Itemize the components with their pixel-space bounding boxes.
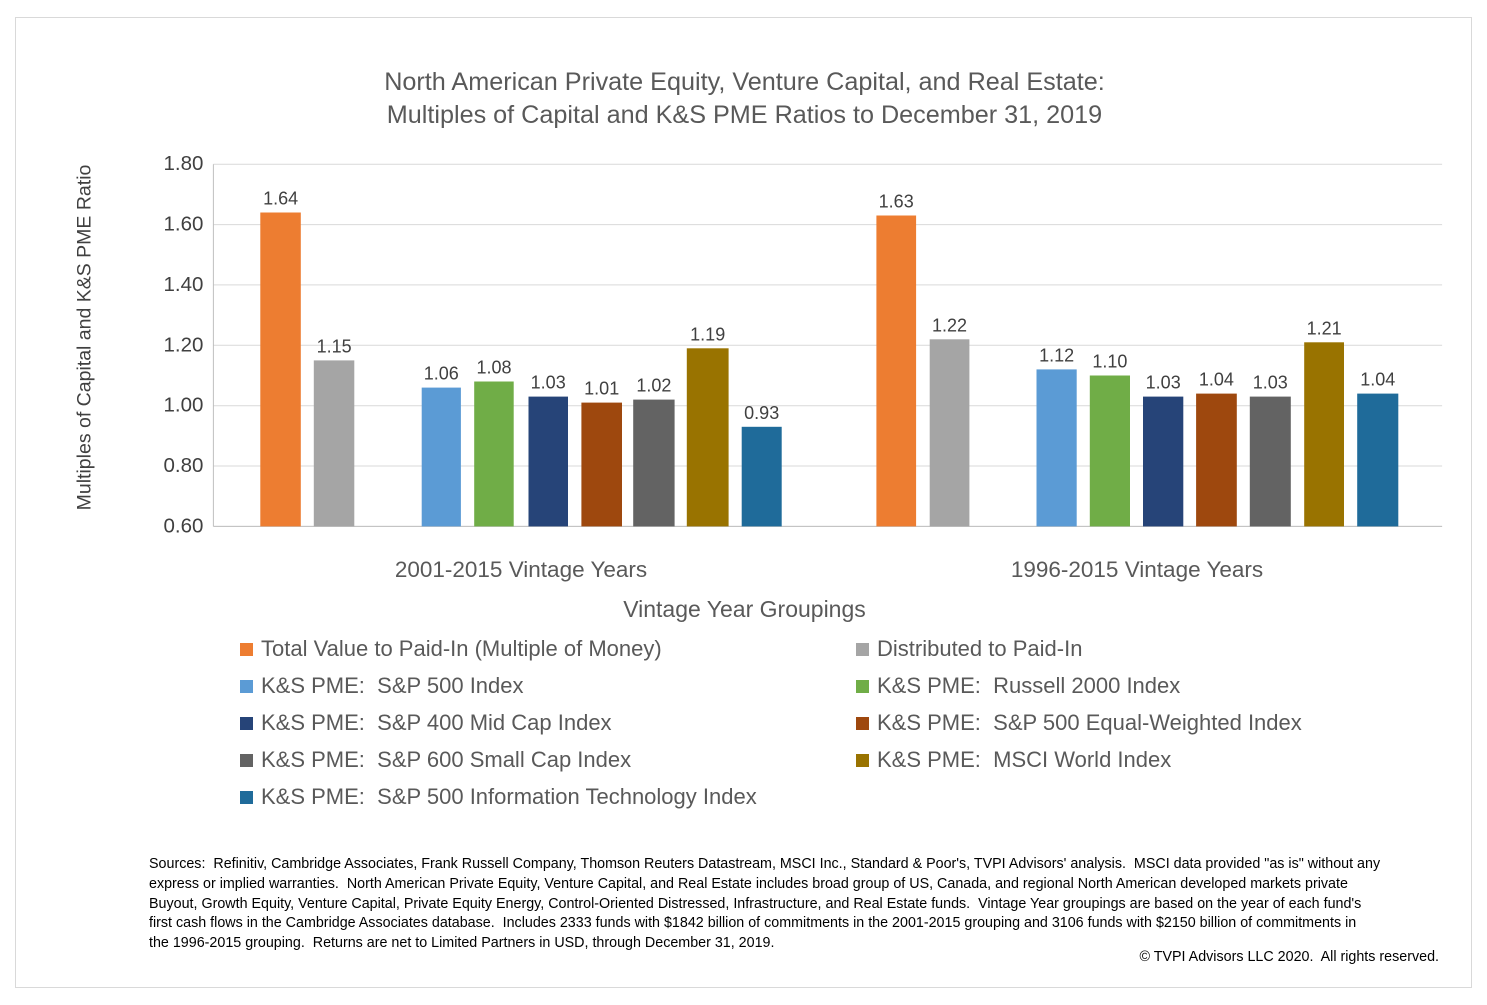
svg-text:1.06: 1.06 — [424, 364, 459, 384]
svg-text:1.12: 1.12 — [1039, 345, 1074, 365]
svg-text:1.60: 1.60 — [163, 213, 203, 236]
svg-text:1.40: 1.40 — [163, 273, 203, 296]
svg-text:0.80: 0.80 — [163, 454, 203, 477]
svg-text:1.01: 1.01 — [584, 379, 619, 399]
svg-text:1.03: 1.03 — [1146, 373, 1181, 393]
svg-text:1.21: 1.21 — [1307, 318, 1342, 338]
svg-text:1.15: 1.15 — [317, 336, 352, 356]
svg-text:1.63: 1.63 — [879, 192, 914, 212]
svg-text:1.03: 1.03 — [1253, 373, 1288, 393]
svg-text:1.03: 1.03 — [531, 373, 566, 393]
svg-text:0.93: 0.93 — [744, 403, 779, 423]
svg-text:1.04: 1.04 — [1360, 370, 1395, 390]
svg-text:1.08: 1.08 — [476, 358, 511, 378]
svg-text:1.04: 1.04 — [1199, 370, 1234, 390]
svg-text:1.64: 1.64 — [263, 189, 298, 209]
svg-text:1.19: 1.19 — [690, 324, 725, 344]
svg-text:1.22: 1.22 — [932, 315, 967, 335]
svg-text:1.80: 1.80 — [163, 152, 203, 175]
svg-text:0.60: 0.60 — [163, 514, 203, 537]
svg-text:1.00: 1.00 — [163, 394, 203, 417]
svg-text:1.02: 1.02 — [636, 376, 671, 396]
svg-text:1.10: 1.10 — [1092, 352, 1127, 372]
svg-text:1.20: 1.20 — [163, 333, 203, 356]
